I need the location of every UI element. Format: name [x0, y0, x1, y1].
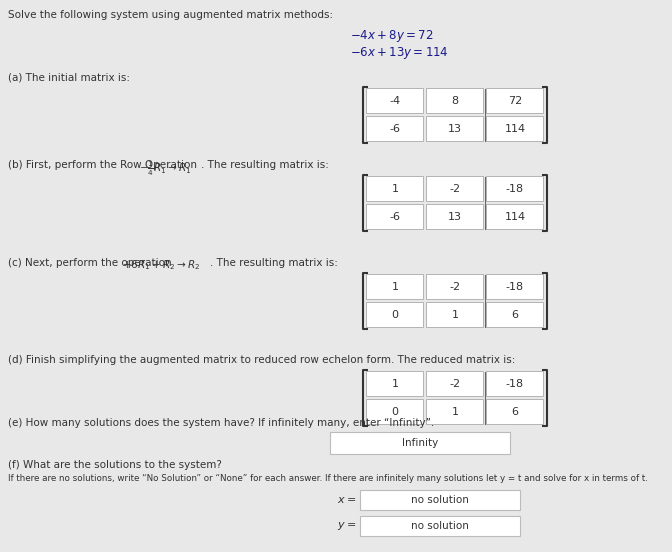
Text: . The resulting matrix is:: . The resulting matrix is: [202, 160, 329, 170]
Text: -2: -2 [450, 282, 460, 292]
Text: $-6x + 13y = 114$: $-6x + 13y = 114$ [350, 45, 449, 61]
Text: (f) What are the solutions to the system?: (f) What are the solutions to the system… [8, 460, 222, 470]
FancyBboxPatch shape [486, 274, 543, 299]
Text: (d) Finish simplifying the augmented matrix to reduced row echelon form. The red: (d) Finish simplifying the augmented mat… [8, 355, 515, 365]
Text: 0: 0 [392, 310, 398, 320]
Text: 1: 1 [392, 184, 398, 194]
FancyBboxPatch shape [426, 116, 483, 141]
Text: 1: 1 [392, 379, 398, 389]
Text: -2: -2 [450, 379, 460, 389]
FancyBboxPatch shape [486, 116, 543, 141]
Text: $-4x + 8y = 72$: $-4x + 8y = 72$ [350, 28, 433, 44]
Text: 0: 0 [392, 407, 398, 417]
FancyBboxPatch shape [366, 176, 423, 201]
Text: 1: 1 [452, 310, 458, 320]
FancyBboxPatch shape [330, 432, 510, 454]
FancyBboxPatch shape [486, 176, 543, 201]
FancyBboxPatch shape [486, 88, 543, 113]
FancyBboxPatch shape [360, 516, 520, 536]
Text: 114: 114 [505, 212, 526, 222]
FancyBboxPatch shape [426, 88, 483, 113]
Text: $-\frac{1}{4}R_1 \rightarrow R_1$: $-\frac{1}{4}R_1 \rightarrow R_1$ [139, 160, 192, 178]
Text: -4: -4 [390, 96, 401, 106]
Text: 72: 72 [508, 96, 522, 106]
Text: -6: -6 [390, 212, 401, 222]
Text: 1: 1 [392, 282, 398, 292]
Text: -18: -18 [506, 184, 524, 194]
Text: -18: -18 [506, 282, 524, 292]
FancyBboxPatch shape [426, 371, 483, 396]
FancyBboxPatch shape [366, 88, 423, 113]
FancyBboxPatch shape [366, 116, 423, 141]
Text: (e) How many solutions does the system have? If infinitely many, enter “Infinity: (e) How many solutions does the system h… [8, 418, 434, 428]
Text: $y =$: $y =$ [337, 520, 356, 532]
FancyBboxPatch shape [426, 204, 483, 229]
Text: -18: -18 [506, 379, 524, 389]
Text: 6: 6 [511, 310, 519, 320]
Text: 8: 8 [452, 96, 458, 106]
Text: -2: -2 [450, 184, 460, 194]
Text: (b) First, perform the Row Operation: (b) First, perform the Row Operation [8, 160, 200, 170]
Text: Infinity: Infinity [402, 438, 438, 448]
FancyBboxPatch shape [366, 371, 423, 396]
Text: no solution: no solution [411, 495, 469, 505]
FancyBboxPatch shape [366, 399, 423, 424]
Text: $+6R_1 + R_2 \rightarrow R_2$: $+6R_1 + R_2 \rightarrow R_2$ [122, 258, 200, 272]
FancyBboxPatch shape [426, 274, 483, 299]
FancyBboxPatch shape [426, 302, 483, 327]
Text: Solve the following system using augmented matrix methods:: Solve the following system using augment… [8, 10, 333, 20]
FancyBboxPatch shape [486, 204, 543, 229]
Text: (c) Next, perform the operation: (c) Next, perform the operation [8, 258, 175, 268]
FancyBboxPatch shape [486, 399, 543, 424]
FancyBboxPatch shape [486, 371, 543, 396]
FancyBboxPatch shape [360, 490, 520, 510]
FancyBboxPatch shape [486, 302, 543, 327]
Text: 1: 1 [452, 407, 458, 417]
FancyBboxPatch shape [366, 204, 423, 229]
Text: 114: 114 [505, 124, 526, 134]
Text: . The resulting matrix is:: . The resulting matrix is: [210, 258, 337, 268]
Text: If there are no solutions, write “No Solution” or “None” for each answer. If the: If there are no solutions, write “No Sol… [8, 474, 648, 483]
FancyBboxPatch shape [366, 302, 423, 327]
FancyBboxPatch shape [366, 274, 423, 299]
FancyBboxPatch shape [426, 399, 483, 424]
Text: -6: -6 [390, 124, 401, 134]
Text: 6: 6 [511, 407, 519, 417]
Text: (a) The initial matrix is:: (a) The initial matrix is: [8, 72, 130, 82]
Text: 13: 13 [448, 212, 462, 222]
Text: no solution: no solution [411, 521, 469, 531]
Text: $x =$: $x =$ [337, 495, 356, 505]
FancyBboxPatch shape [426, 176, 483, 201]
Text: 13: 13 [448, 124, 462, 134]
